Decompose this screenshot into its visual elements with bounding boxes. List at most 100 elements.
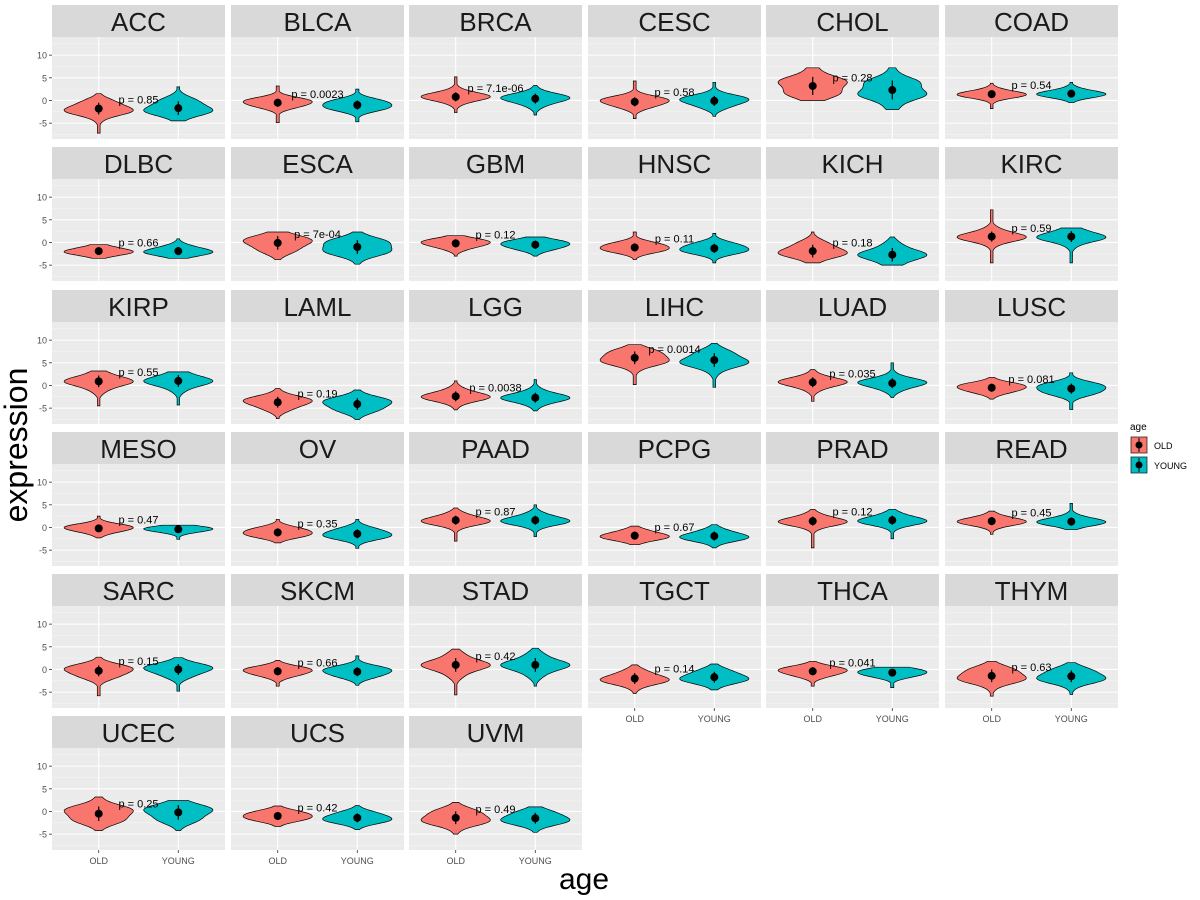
- p-value-label: p = 0.66: [297, 658, 337, 670]
- mean-point-old: [630, 353, 639, 362]
- facet-panel-gbm: GBM p = 0.12: [409, 147, 582, 281]
- p-value-label: p = 0.0038: [469, 383, 521, 395]
- strip-label: LIHC: [645, 292, 704, 322]
- p-value-label: p = 0.42: [297, 802, 337, 814]
- mean-point-young: [710, 244, 719, 253]
- y-tick-label: 10: [37, 620, 47, 630]
- facet-panel-blca: BLCA p = 0.0023: [231, 5, 404, 139]
- panel-background: [588, 179, 761, 281]
- x-tick-label: YOUNG: [162, 856, 195, 866]
- x-axis-label: age: [559, 863, 609, 896]
- strip-background: [588, 5, 761, 37]
- panel-background: [231, 37, 404, 139]
- mean-point-young: [888, 379, 897, 388]
- facet-panel-lusc: LUSC p = 0.081: [945, 290, 1118, 424]
- p-value-label: p = 0.041: [829, 658, 875, 670]
- y-tick-label: -5: [39, 830, 47, 840]
- mean-point-old: [94, 377, 103, 386]
- strip-label: OV: [299, 434, 337, 464]
- y-tick-label: 0: [42, 381, 47, 391]
- mean-point-young: [174, 525, 183, 534]
- mean-point-young: [353, 243, 362, 251]
- y-tick-label: 0: [42, 238, 47, 248]
- y-tick-label: 0: [42, 523, 47, 533]
- x-tick-label: YOUNG: [341, 856, 374, 866]
- legend-item-old: OLD: [1130, 436, 1173, 454]
- panel-background: [588, 606, 761, 708]
- panel-background: [588, 37, 761, 139]
- violin-old: [599, 344, 670, 385]
- facet-panel-lgg: LGG p = 0.0038: [409, 290, 582, 424]
- strip-background: [409, 5, 582, 37]
- facet-panel-kich: KICH p = 0.18: [766, 147, 939, 281]
- mean-point-young: [531, 94, 540, 103]
- strip-background: [766, 147, 939, 179]
- strip-label: SARC: [102, 576, 174, 606]
- strip-label: MESO: [100, 434, 177, 464]
- mean-point-young: [174, 808, 183, 817]
- strip-background: [52, 716, 225, 748]
- facet-panel-hnsc: HNSC p = 0.11: [588, 147, 761, 281]
- facet-panel-thym: THYM p = 0.63 OLD YOUNG: [945, 574, 1118, 724]
- panel-background: [52, 322, 225, 424]
- p-value-label: p = 0.14: [654, 663, 694, 675]
- strip-background: [231, 5, 404, 37]
- y-tick-label: -5: [39, 546, 47, 556]
- y-tick-label: 0: [42, 807, 47, 817]
- mean-point-old: [451, 392, 460, 401]
- panel-background: [766, 179, 939, 281]
- facet-panel-kirc: KIRC p = 0.59: [945, 147, 1118, 281]
- mean-point-young: [888, 250, 897, 259]
- p-value-label: p = 0.28: [832, 72, 872, 84]
- mean-point-old: [808, 667, 817, 676]
- y-tick-label: 10: [37, 478, 47, 488]
- panel-background: [52, 37, 225, 139]
- p-value-label: p = 0.18: [832, 237, 872, 249]
- facet-panel-ov: OV p = 0.35: [231, 432, 404, 566]
- panels-layer: ACC p = 0.85 -5 0 5 10 BLCA p = 0.0023 BRCA p = 7…: [37, 5, 1118, 866]
- strip-background: [409, 716, 582, 748]
- mean-point-young: [353, 101, 362, 109]
- p-value-label: p = 0.035: [829, 369, 875, 381]
- y-tick-label: 0: [42, 96, 47, 106]
- mean-point-young: [1067, 672, 1076, 681]
- legend-item-young: YOUNG: [1130, 456, 1187, 474]
- x-tick-label: YOUNG: [876, 714, 909, 724]
- mean-point-young: [531, 660, 540, 669]
- violin-young: [857, 666, 928, 688]
- strip-label: ESCA: [282, 149, 353, 179]
- strip-background: [52, 5, 225, 37]
- mean-point-young: [174, 104, 183, 113]
- mean-point-old: [451, 516, 460, 525]
- mean-point-old: [987, 383, 996, 392]
- panel-background: [409, 748, 582, 850]
- y-tick-label: 0: [42, 665, 47, 675]
- y-tick-label: 10: [37, 193, 47, 203]
- strip-label: STAD: [462, 576, 529, 606]
- panel-background: [588, 322, 761, 424]
- strip-background: [409, 290, 582, 322]
- panel-background: [588, 464, 761, 566]
- p-value-label: p = 0.12: [832, 507, 872, 519]
- mean-point-young: [353, 667, 362, 676]
- mean-point-old: [630, 674, 639, 683]
- legend-key-point: [1135, 441, 1143, 449]
- strip-label: LUSC: [997, 292, 1066, 322]
- facet-panel-kirp: KIRP p = 0.55 -5 0 5 10: [37, 290, 225, 424]
- strip-label: DLBC: [104, 149, 173, 179]
- panel-background: [945, 37, 1118, 139]
- p-value-label: p = 0.0014: [648, 344, 700, 356]
- y-tick-label: 5: [42, 358, 47, 368]
- facet-panel-luad: LUAD p = 0.035: [766, 290, 939, 424]
- y-tick-label: -5: [39, 261, 47, 271]
- facet-panel-paad: PAAD p = 0.87: [409, 432, 582, 566]
- p-value-label: p = 0.58: [654, 87, 694, 99]
- facet-panel-thca: THCA p = 0.041 OLD YOUNG: [766, 574, 939, 724]
- mean-point-young: [710, 673, 719, 682]
- mean-point-young: [531, 240, 540, 249]
- panel-background: [52, 748, 225, 850]
- mean-point-old: [451, 660, 460, 669]
- strip-label: CHOL: [816, 7, 888, 37]
- mean-point-old: [273, 398, 282, 407]
- strip-label: LUAD: [818, 292, 887, 322]
